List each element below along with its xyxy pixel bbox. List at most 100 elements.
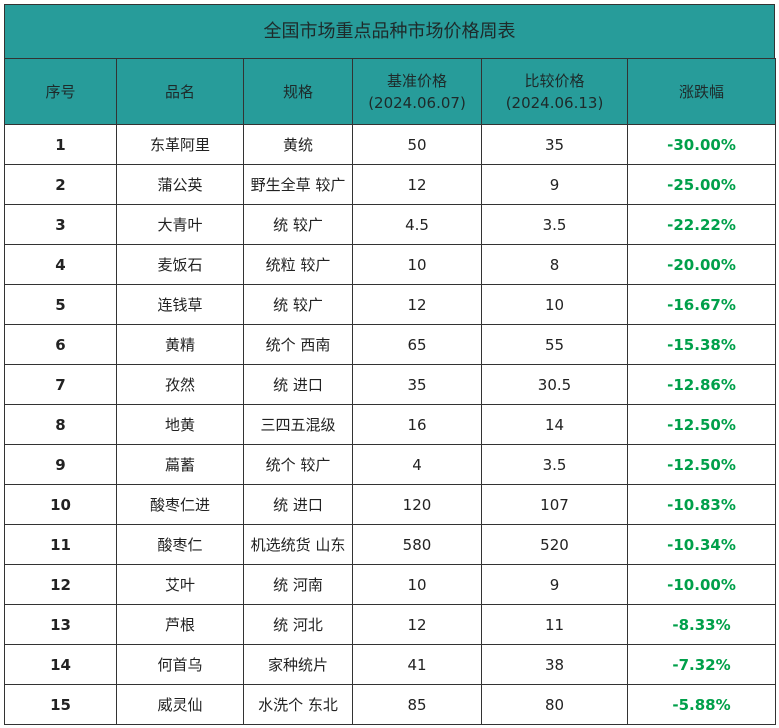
table-cell: -12.50% — [627, 404, 776, 445]
table-cell: 5 — [4, 284, 117, 325]
table-cell: -15.38% — [627, 324, 776, 365]
table-cell: 野生全草 较广 — [243, 164, 353, 205]
table-cell: -10.34% — [627, 524, 776, 565]
table-cell: 水洗个 东北 — [243, 684, 353, 725]
table-cell: -25.00% — [627, 164, 776, 205]
table-cell: 16 — [352, 404, 482, 445]
header-cell: 品名 — [116, 58, 244, 125]
header-text: 基准价格 — [386, 71, 447, 90]
table-cell: 85 — [352, 684, 482, 725]
table-cell: 9 — [481, 564, 628, 605]
table-cell: 120 — [352, 484, 482, 525]
table-cell: 35 — [352, 364, 482, 405]
table-cell: 威灵仙 — [116, 684, 244, 725]
table-cell: 4 — [352, 444, 482, 485]
header-cell: 基准价格 (2024.06.07) — [352, 58, 482, 125]
table-cell: 东革阿里 — [116, 124, 244, 165]
table-cell: 7 — [4, 364, 117, 405]
table-cell: 酸枣仁 — [116, 524, 244, 565]
table-cell: 6 — [4, 324, 117, 365]
table-cell: -5.88% — [627, 684, 776, 725]
table-cell: 107 — [481, 484, 628, 525]
header-text: 比较价格 — [524, 71, 585, 90]
table-cell: 10 — [352, 244, 482, 285]
table-cell: 3.5 — [481, 444, 628, 485]
table-cell: 14 — [4, 644, 117, 685]
table-cell: 黄统 — [243, 124, 353, 165]
table-cell: 连钱草 — [116, 284, 244, 325]
header-text: (2024.06.07) — [368, 93, 466, 112]
header-cell: 涨跌幅 — [627, 58, 776, 125]
table-cell: 580 — [352, 524, 482, 565]
table-cell: 统 进口 — [243, 364, 353, 405]
table-cell: 9 — [481, 164, 628, 205]
table-cell: 机选统货 山东 — [243, 524, 353, 565]
table-cell: 41 — [352, 644, 482, 685]
table-cell: 统 较广 — [243, 204, 353, 245]
table-cell: 孜然 — [116, 364, 244, 405]
table-cell: -12.50% — [627, 444, 776, 485]
table-cell: 三四五混级 — [243, 404, 353, 445]
table-cell: 统 河南 — [243, 564, 353, 605]
table-cell: 55 — [481, 324, 628, 365]
table-cell: 15 — [4, 684, 117, 725]
table-cell: 10 — [481, 284, 628, 325]
table-cell: 艾叶 — [116, 564, 244, 605]
header-cell: 比较价格 (2024.06.13) — [481, 58, 628, 125]
table-cell: 统 河北 — [243, 604, 353, 645]
header-cell: 序号 — [4, 58, 117, 125]
table-cell: 80 — [481, 684, 628, 725]
table-cell: 12 — [352, 604, 482, 645]
table-cell: 地黄 — [116, 404, 244, 445]
table-cell: -8.33% — [627, 604, 776, 645]
table-cell: -30.00% — [627, 124, 776, 165]
table-cell: 8 — [4, 404, 117, 445]
table-cell: -7.32% — [627, 644, 776, 685]
table-cell: 麦饭石 — [116, 244, 244, 285]
table-cell: 30.5 — [481, 364, 628, 405]
table-cell: 12 — [352, 164, 482, 205]
table-cell: -22.22% — [627, 204, 776, 245]
header-text: (2024.06.13) — [505, 93, 604, 112]
table-cell: 11 — [481, 604, 628, 645]
table-cell: 3 — [4, 204, 117, 245]
header-cell: 规格 — [243, 58, 353, 125]
table-cell: 2 — [4, 164, 117, 205]
table-cell: 65 — [352, 324, 482, 365]
table-cell: 14 — [481, 404, 628, 445]
table-cell: 蒲公英 — [116, 164, 244, 205]
table-cell: 何首乌 — [116, 644, 244, 685]
table-cell: 10 — [352, 564, 482, 605]
table-cell: 1 — [4, 124, 117, 165]
table-cell: 13 — [4, 604, 117, 645]
table-cell: 统粒 较广 — [243, 244, 353, 285]
table-cell: -16.67% — [627, 284, 776, 325]
table-cell: 萹蓄 — [116, 444, 244, 485]
table-cell: 8 — [481, 244, 628, 285]
table-cell: 4.5 — [352, 204, 482, 245]
table-cell: 大青叶 — [116, 204, 244, 245]
table-cell: -10.00% — [627, 564, 776, 605]
table-title: 全国市场重点品种市场价格周表 — [4, 4, 775, 59]
table-cell: 11 — [4, 524, 117, 565]
header-text: 规格 — [282, 82, 313, 101]
table-cell: -20.00% — [627, 244, 776, 285]
table-cell: 酸枣仁进 — [116, 484, 244, 525]
table-cell: 黄精 — [116, 324, 244, 365]
header-text: 品名 — [164, 82, 195, 101]
table-cell: 4 — [4, 244, 117, 285]
table-cell: 38 — [481, 644, 628, 685]
table-cell: 芦根 — [116, 604, 244, 645]
table-cell: 家种统片 — [243, 644, 353, 685]
table-cell: 12 — [352, 284, 482, 325]
table-cell: 520 — [481, 524, 628, 565]
header-text: 涨跌幅 — [678, 82, 724, 101]
table-cell: 10 — [4, 484, 117, 525]
table-cell: 统个 较广 — [243, 444, 353, 485]
table-cell: 12 — [4, 564, 117, 605]
table-cell: 3.5 — [481, 204, 628, 245]
table-cell: 统个 西南 — [243, 324, 353, 365]
table-cell: -10.83% — [627, 484, 776, 525]
table-cell: 统 进口 — [243, 484, 353, 525]
table-cell: 统 较广 — [243, 284, 353, 325]
